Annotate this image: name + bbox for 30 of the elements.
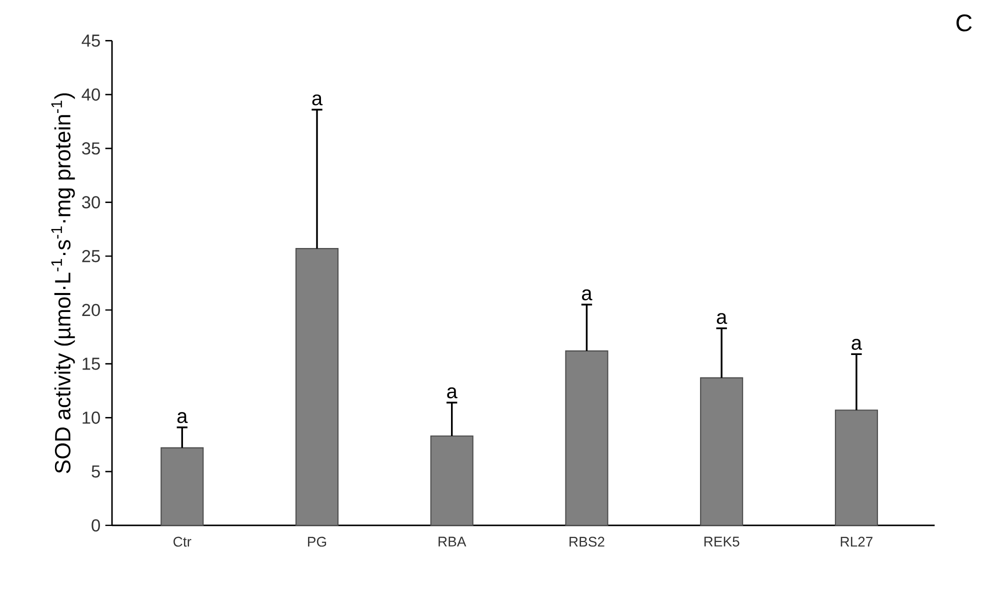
x-tick-label: RBS2 — [570, 536, 604, 547]
y-tick-label: 35 — [82, 142, 100, 155]
x-tick-label: RBA — [438, 536, 466, 546]
bar — [430, 435, 474, 526]
y-tick-label: 5 — [92, 465, 100, 478]
annotation: a — [852, 338, 862, 350]
text: C — [956, 14, 972, 32]
bar — [160, 447, 204, 526]
y-tick-label: 20 — [82, 304, 100, 316]
annotation: a — [447, 387, 458, 398]
y-tick-label: 15 — [82, 358, 100, 370]
x-tick-label: RL27 — [840, 536, 872, 547]
y-axis-title: SOD activity (µmol·L$^{-1}$·s$^{-1}$·mg protein$^{-1}$) — [51, 93, 75, 474]
annotation: a — [177, 412, 188, 424]
annotation: a — [716, 313, 728, 324]
x-tick-label: Ctr — [174, 536, 192, 547]
x-tick-label: REK5 — [704, 536, 740, 547]
y-tick-label: 10 — [82, 412, 100, 424]
y-tick-label: 0 — [92, 519, 100, 532]
y-tick-label: 25 — [82, 250, 100, 262]
bar — [565, 350, 608, 526]
bar — [700, 377, 744, 526]
y-tick-label: 30 — [82, 196, 100, 208]
annotation: a — [312, 94, 323, 106]
x-tick-label: PG — [308, 536, 326, 547]
bar — [834, 410, 878, 526]
annotation: a — [582, 289, 592, 300]
y-tick-label: 45 — [82, 34, 100, 47]
y-tick-label: 40 — [82, 88, 100, 101]
bar — [295, 248, 339, 526]
